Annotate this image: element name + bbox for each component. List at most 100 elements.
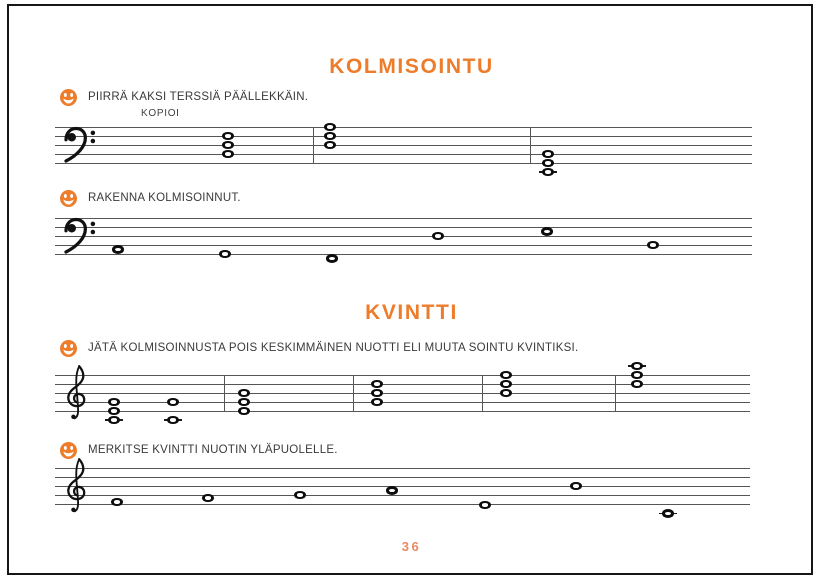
notehead-hole (373, 391, 381, 395)
section-title-kvintti: KVINTTI (365, 301, 458, 324)
notehead-hole (633, 382, 641, 386)
staff-line (55, 504, 750, 506)
whole-note (631, 370, 643, 380)
whole-note (371, 379, 383, 389)
notehead-hole (326, 143, 334, 147)
notehead-hole (544, 170, 552, 174)
notehead-hole (110, 418, 118, 422)
notehead-hole (388, 488, 396, 493)
whole-note (542, 149, 554, 159)
staff-line (55, 145, 752, 147)
notehead-hole (502, 382, 510, 386)
notehead-hole (434, 234, 442, 238)
whole-note (371, 397, 383, 407)
staff-rakenna-kolmisoinnut (55, 217, 752, 264)
staff-line (55, 477, 750, 479)
kopioi-label: KOPIOI (141, 108, 180, 119)
page-number: 36 (401, 539, 422, 554)
whole-note (542, 158, 554, 168)
notehead-hole (502, 391, 510, 395)
notehead-hole (224, 134, 232, 138)
barline (530, 127, 532, 164)
whole-note (108, 397, 120, 407)
staff-line (55, 218, 752, 220)
smiley-icon (60, 339, 77, 357)
treble-clef-icon (67, 365, 86, 420)
instruction-text: PIIRRÄ KAKSI TERSSIÄ PÄÄLLEKKÄIN. (88, 91, 309, 103)
whole-note (386, 486, 398, 495)
notehead-hole (373, 400, 381, 404)
notehead-hole (502, 373, 510, 377)
notehead-hole (649, 243, 657, 247)
instruction-text: RAKENNA KOLMISOINNUT. (88, 192, 241, 204)
whole-note (479, 500, 491, 510)
bass-clef-icon (64, 126, 96, 163)
whole-note (222, 149, 234, 159)
notehead-hole (224, 152, 232, 156)
whole-note (432, 231, 444, 241)
whole-note (222, 140, 234, 150)
notehead-hole (572, 484, 580, 488)
staff-line (55, 384, 750, 386)
whole-note (108, 415, 120, 425)
staff-line (55, 486, 750, 488)
notehead-hole (169, 400, 177, 404)
whole-note (202, 493, 214, 503)
staff-line (55, 468, 750, 470)
staff-kvintti-chords (55, 361, 750, 425)
staff-line (55, 163, 752, 165)
notehead-hole (544, 161, 552, 165)
whole-note (222, 131, 234, 141)
notehead-hole (240, 400, 248, 404)
staff-line (55, 227, 752, 229)
notehead-hole (240, 409, 248, 413)
smiley-icon (60, 88, 77, 106)
staff-line (55, 236, 752, 238)
whole-note (294, 490, 306, 500)
notehead-hole (326, 134, 334, 138)
barline (615, 375, 617, 412)
whole-note (167, 415, 179, 425)
notehead-hole (544, 152, 552, 156)
barline (482, 375, 484, 412)
smiley-icon (60, 189, 77, 207)
barline (224, 375, 226, 412)
staff-kopioi-triads (55, 122, 752, 177)
whole-note (662, 509, 674, 518)
whole-note (647, 240, 659, 250)
notehead-hole (224, 143, 232, 147)
section-title-kolmisointu: KOLMISOINTU (329, 55, 494, 78)
whole-note (324, 122, 336, 132)
notehead-hole (543, 229, 551, 234)
whole-note (108, 406, 120, 416)
notehead-hole (110, 409, 118, 413)
whole-note (500, 370, 512, 380)
whole-note (631, 361, 643, 371)
staff-line (55, 411, 750, 413)
instruction-row-4: MERKITSE KVINTTI NUOTIN YLÄPUOLELLE. (60, 441, 338, 459)
staff-line (55, 495, 750, 497)
barline (313, 127, 315, 164)
whole-note (500, 388, 512, 398)
staff-line (55, 136, 752, 138)
whole-note (238, 397, 250, 407)
notehead-hole (221, 252, 229, 256)
staff-line (55, 245, 752, 247)
staff-line (55, 127, 752, 129)
notehead-hole (110, 400, 118, 404)
notehead-hole (633, 364, 641, 368)
instruction-row-1: PIIRRÄ KAKSI TERSSIÄ PÄÄLLEKKÄIN. (60, 88, 308, 106)
whole-note (167, 397, 179, 407)
instruction-text: MERKITSE KVINTTI NUOTIN YLÄPUOLELLE. (88, 444, 338, 456)
notehead-hole (240, 391, 248, 395)
notehead-hole (633, 373, 641, 377)
whole-note (500, 379, 512, 389)
notehead-hole (373, 382, 381, 386)
notehead-hole (664, 511, 672, 516)
staff-merkitse-kvintti (55, 458, 750, 518)
staff-line (55, 154, 752, 156)
staff-line (55, 402, 750, 404)
whole-note (238, 388, 250, 398)
bass-clef-icon (64, 217, 96, 254)
